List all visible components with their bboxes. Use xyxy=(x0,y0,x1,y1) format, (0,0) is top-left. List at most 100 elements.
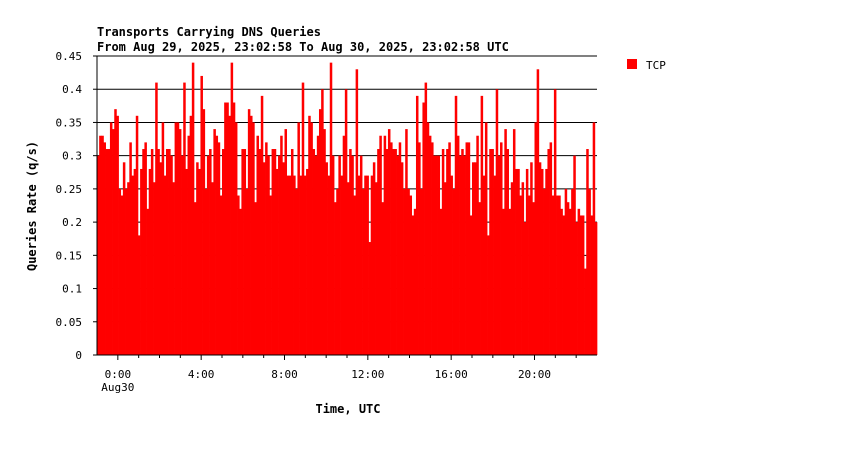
bar xyxy=(580,215,583,355)
bar xyxy=(584,269,587,355)
bar xyxy=(384,136,387,355)
bar xyxy=(565,189,568,355)
bar xyxy=(183,83,186,355)
legend: TCP xyxy=(627,59,666,72)
bar xyxy=(450,176,453,355)
bar xyxy=(545,169,548,355)
bar xyxy=(321,89,324,355)
bar xyxy=(323,129,326,355)
bar xyxy=(261,96,264,355)
bar xyxy=(155,83,158,355)
bar xyxy=(166,149,169,355)
bar xyxy=(203,109,206,355)
bar xyxy=(224,103,227,355)
bar xyxy=(153,182,156,355)
bar xyxy=(313,149,316,355)
bar xyxy=(418,142,421,355)
bar xyxy=(136,116,139,355)
bar xyxy=(175,122,178,355)
bar xyxy=(435,156,438,355)
bar xyxy=(190,116,193,355)
bar xyxy=(188,136,191,355)
bar xyxy=(200,76,203,355)
bar xyxy=(571,189,574,355)
bar xyxy=(438,156,441,355)
bar xyxy=(304,176,307,355)
bar xyxy=(425,83,428,355)
bar xyxy=(121,196,124,355)
y-tick-label: 0 xyxy=(75,349,82,362)
bar xyxy=(379,136,382,355)
bar xyxy=(280,136,283,355)
bar xyxy=(364,176,367,355)
bar xyxy=(246,189,249,355)
bar xyxy=(371,176,374,355)
bar xyxy=(127,182,130,355)
y-tick-label: 0.15 xyxy=(56,249,83,262)
bar xyxy=(168,149,171,355)
bar xyxy=(547,149,550,355)
bar xyxy=(386,149,389,355)
bar xyxy=(356,69,359,355)
bar xyxy=(573,156,576,355)
bar xyxy=(522,182,525,355)
bar xyxy=(198,169,201,355)
bar xyxy=(440,209,443,355)
bar xyxy=(407,189,410,355)
bar xyxy=(349,149,352,355)
bar xyxy=(336,189,339,355)
bar xyxy=(315,156,318,355)
bar xyxy=(287,176,290,355)
bar xyxy=(470,215,473,355)
bar xyxy=(103,142,106,355)
bar xyxy=(112,129,115,355)
bar xyxy=(532,202,535,355)
bar xyxy=(207,156,210,355)
bar xyxy=(319,109,322,355)
chart-title: Transports Carrying DNS Queries xyxy=(97,25,321,39)
bar xyxy=(429,136,432,355)
bar xyxy=(151,149,154,355)
bar xyxy=(147,209,150,355)
bar xyxy=(134,169,137,355)
bar xyxy=(410,196,413,355)
bar xyxy=(394,149,397,355)
bar xyxy=(162,122,165,355)
bar xyxy=(588,189,591,355)
bar xyxy=(244,149,247,355)
bar xyxy=(233,103,236,355)
bar xyxy=(272,149,275,355)
bar xyxy=(459,156,462,355)
bar xyxy=(412,215,415,355)
bar xyxy=(567,202,570,355)
bar xyxy=(511,182,514,355)
chart-subtitle: From Aug 29, 2025, 23:02:58 To Aug 30, 2… xyxy=(97,40,509,54)
bar xyxy=(498,156,501,355)
bar xyxy=(149,169,152,355)
bar xyxy=(282,162,285,355)
y-tick-label: 0.25 xyxy=(56,183,83,196)
y-ticks: 0 0.05 0.1 0.15 0.2 0.25 0.3 0.35 0.4 0.45 xyxy=(56,50,98,362)
bar xyxy=(468,142,471,355)
bar xyxy=(343,136,346,355)
bar xyxy=(278,156,281,355)
bar xyxy=(196,162,199,355)
bar xyxy=(405,129,408,355)
bar xyxy=(543,189,546,355)
bar xyxy=(528,196,531,355)
bar xyxy=(569,209,572,355)
bar xyxy=(297,122,300,355)
bar xyxy=(504,129,507,355)
bar xyxy=(558,196,561,355)
bar xyxy=(377,149,380,355)
bar xyxy=(295,189,298,355)
bar xyxy=(177,122,180,355)
bar xyxy=(595,222,598,355)
y-axis-label: Queries Rate (q/s) xyxy=(25,141,39,271)
bar xyxy=(237,196,240,355)
bar xyxy=(205,189,208,355)
bar xyxy=(345,89,348,355)
bar xyxy=(131,176,134,355)
bar xyxy=(293,176,296,355)
